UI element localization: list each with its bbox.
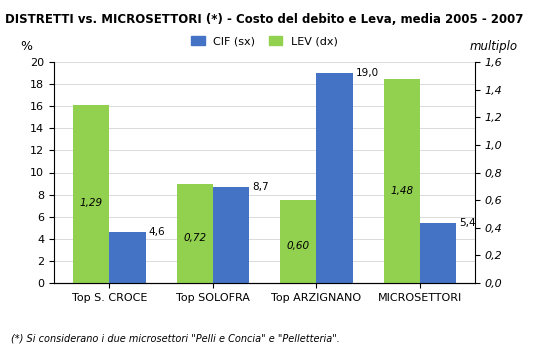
- Text: 0,60: 0,60: [287, 241, 310, 250]
- Text: %: %: [21, 40, 32, 53]
- Bar: [213, 187, 249, 283]
- Text: 19,0: 19,0: [356, 68, 379, 78]
- Text: 8,7: 8,7: [252, 182, 269, 192]
- Text: 1,48: 1,48: [390, 186, 413, 196]
- Text: 0,72: 0,72: [183, 233, 206, 243]
- Bar: [316, 73, 353, 283]
- Bar: [383, 79, 420, 283]
- Bar: [73, 105, 110, 283]
- Bar: [420, 223, 456, 283]
- Bar: [177, 184, 213, 283]
- Text: (*) Si considerano i due microsettori "Pelli e Concia" e "Pelletteria".: (*) Si considerano i due microsettori "P…: [11, 333, 340, 343]
- Bar: [110, 232, 146, 283]
- Bar: [280, 200, 316, 283]
- Text: 4,6: 4,6: [148, 227, 165, 237]
- Text: 1,29: 1,29: [80, 198, 103, 208]
- Title: DISTRETTI vs. MICROSETTORI (*) - Costo del debito e Leva, media 2005 - 2007: DISTRETTI vs. MICROSETTORI (*) - Costo d…: [5, 13, 524, 26]
- Legend: CIF (sx), LEV (dx): CIF (sx), LEV (dx): [187, 31, 342, 51]
- Text: multiplo: multiplo: [469, 40, 517, 53]
- Text: 5,4: 5,4: [459, 218, 476, 228]
